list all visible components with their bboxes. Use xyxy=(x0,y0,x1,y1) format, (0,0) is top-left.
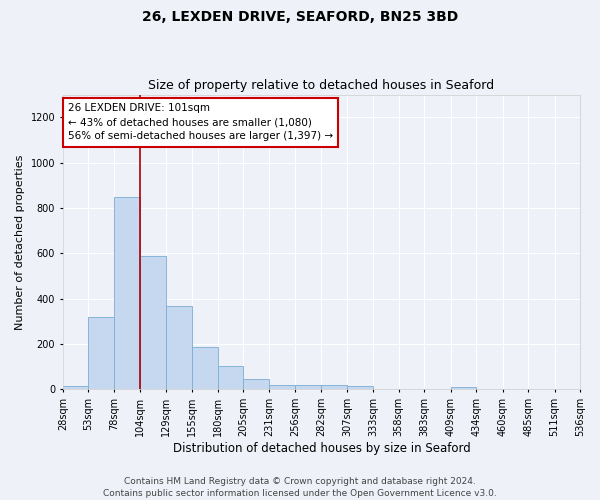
Bar xyxy=(451,386,476,390)
Bar xyxy=(88,317,114,390)
Bar xyxy=(218,366,243,390)
Text: Contains HM Land Registry data © Crown copyright and database right 2024.
Contai: Contains HM Land Registry data © Crown c… xyxy=(103,476,497,498)
Text: 26 LEXDEN DRIVE: 101sqm
← 43% of detached houses are smaller (1,080)
56% of semi: 26 LEXDEN DRIVE: 101sqm ← 43% of detache… xyxy=(68,104,333,142)
X-axis label: Distribution of detached houses by size in Seaford: Distribution of detached houses by size … xyxy=(173,442,470,455)
Bar xyxy=(166,306,192,390)
Bar xyxy=(322,386,347,390)
Text: 26, LEXDEN DRIVE, SEAFORD, BN25 3BD: 26, LEXDEN DRIVE, SEAFORD, BN25 3BD xyxy=(142,10,458,24)
Bar xyxy=(347,386,373,390)
Bar xyxy=(140,256,166,390)
Bar xyxy=(269,385,295,390)
Bar xyxy=(243,379,269,390)
Bar xyxy=(63,386,88,390)
Title: Size of property relative to detached houses in Seaford: Size of property relative to detached ho… xyxy=(148,79,494,92)
Bar xyxy=(295,386,322,390)
Bar xyxy=(192,348,218,390)
Y-axis label: Number of detached properties: Number of detached properties xyxy=(15,154,25,330)
Bar xyxy=(114,196,140,390)
